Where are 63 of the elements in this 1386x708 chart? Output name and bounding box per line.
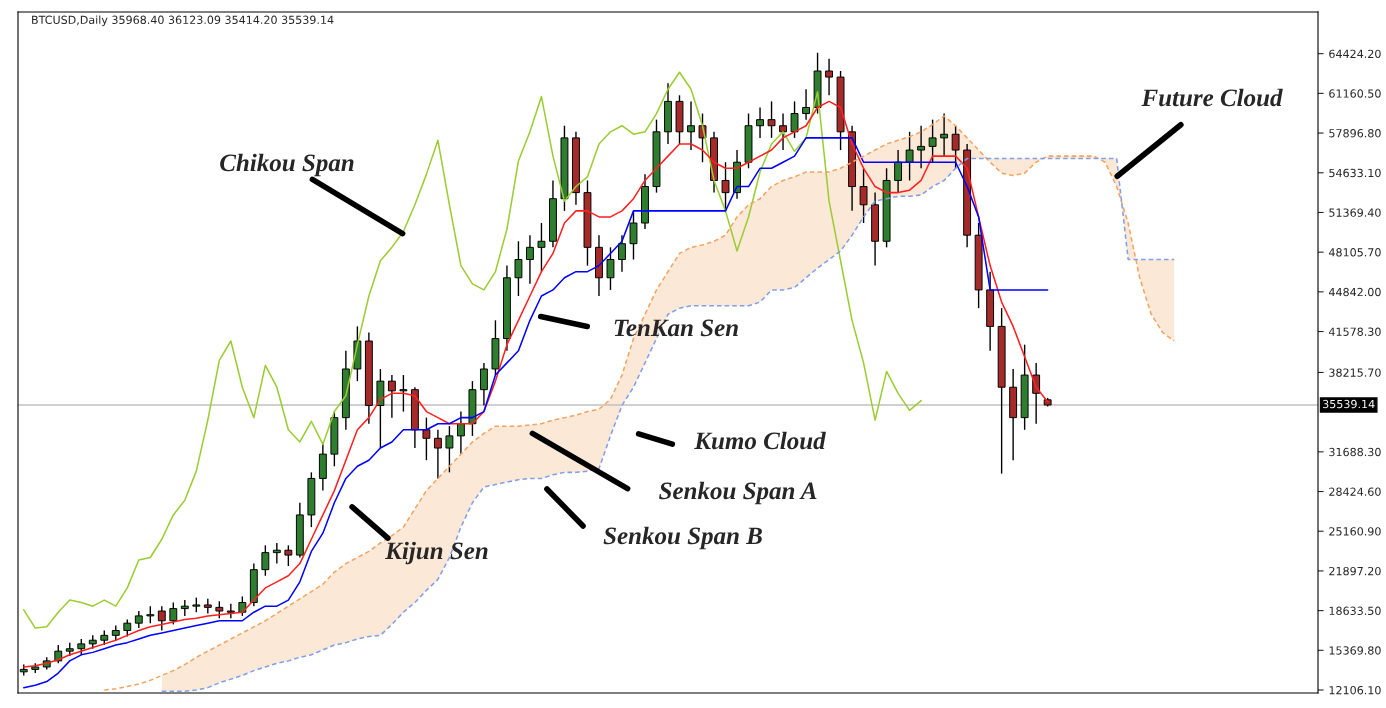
y-tick-label: 38215.70 [1329,368,1381,377]
candlestick [756,106,764,139]
candlestick [894,149,903,194]
candlestick [180,599,189,617]
y-tick-label: 31688.30 [1329,447,1381,457]
candlestick [169,601,178,626]
annotation: Future Cloud [1141,88,1283,107]
candlestick [203,598,212,615]
candlestick [157,605,166,632]
candlestick [802,88,810,121]
candlestick [859,167,868,224]
y-tick-label: 41578.30 [1328,327,1381,336]
y-tick-label: 44842.00 [1328,287,1381,297]
candlestick [399,374,408,413]
candlestick [606,246,615,291]
y-tick-label: 54633.10 [1329,168,1381,178]
y-tick-label: 61160.50 [1329,89,1381,98]
candlestick [479,362,488,407]
candlestick [433,429,442,480]
annotation: Kumo Cloud [694,431,826,450]
annotation: Chikou Span [220,153,354,177]
candlestick [422,416,431,461]
candlestick [445,425,454,474]
candlestick [721,161,730,212]
candlestick [272,542,281,565]
candlestick [687,100,695,151]
candlestick [456,410,465,455]
candlestick [951,125,960,169]
candlestick [618,234,626,273]
y-tick-label: 28424.60 [1329,487,1381,496]
candlestick [905,131,914,182]
annotation: Senkou Span A [659,481,817,505]
y-tick-label: 64424.20 [1329,49,1381,59]
y-tick-label: 25160.90 [1329,527,1381,536]
candlestick [387,374,396,419]
candlestick [928,118,937,163]
candlestick [238,595,247,617]
candlestick [779,112,787,151]
candlestick [537,222,546,273]
y-tick-label: 51369.40 [1329,208,1381,217]
candlestick [629,210,638,261]
annotation: TenKan Sen [614,319,738,337]
candlestick [261,544,270,577]
y-tick-label: 57896.80 [1329,129,1381,138]
candlestick [790,100,799,139]
y-tick-label: 48105.70 [1328,248,1381,257]
y-tick-label: 15369.80 [1329,646,1381,655]
candlestick [514,240,523,297]
annotation: Kijun Sen [385,541,488,565]
candlestick [284,544,293,567]
line-series [22,71,922,629]
candlestick [917,125,926,169]
candlestick [767,100,776,139]
y-tick-label: 18633.50 [1329,606,1381,615]
candlestick [825,58,833,97]
candlestick [940,112,949,157]
chart-title: BTCUSD,Daily 35968.40 36123.09 35414.20 35539.14 [32,15,334,27]
candlestick [226,603,235,620]
y-tick-label: 21897.20 [1329,566,1381,576]
y-tick-label: 12106.10 [1329,685,1381,695]
candlestick [526,234,534,285]
ref-line-label: 35539.14 [1323,399,1375,409]
annotation: Senkou Span B [603,526,762,550]
